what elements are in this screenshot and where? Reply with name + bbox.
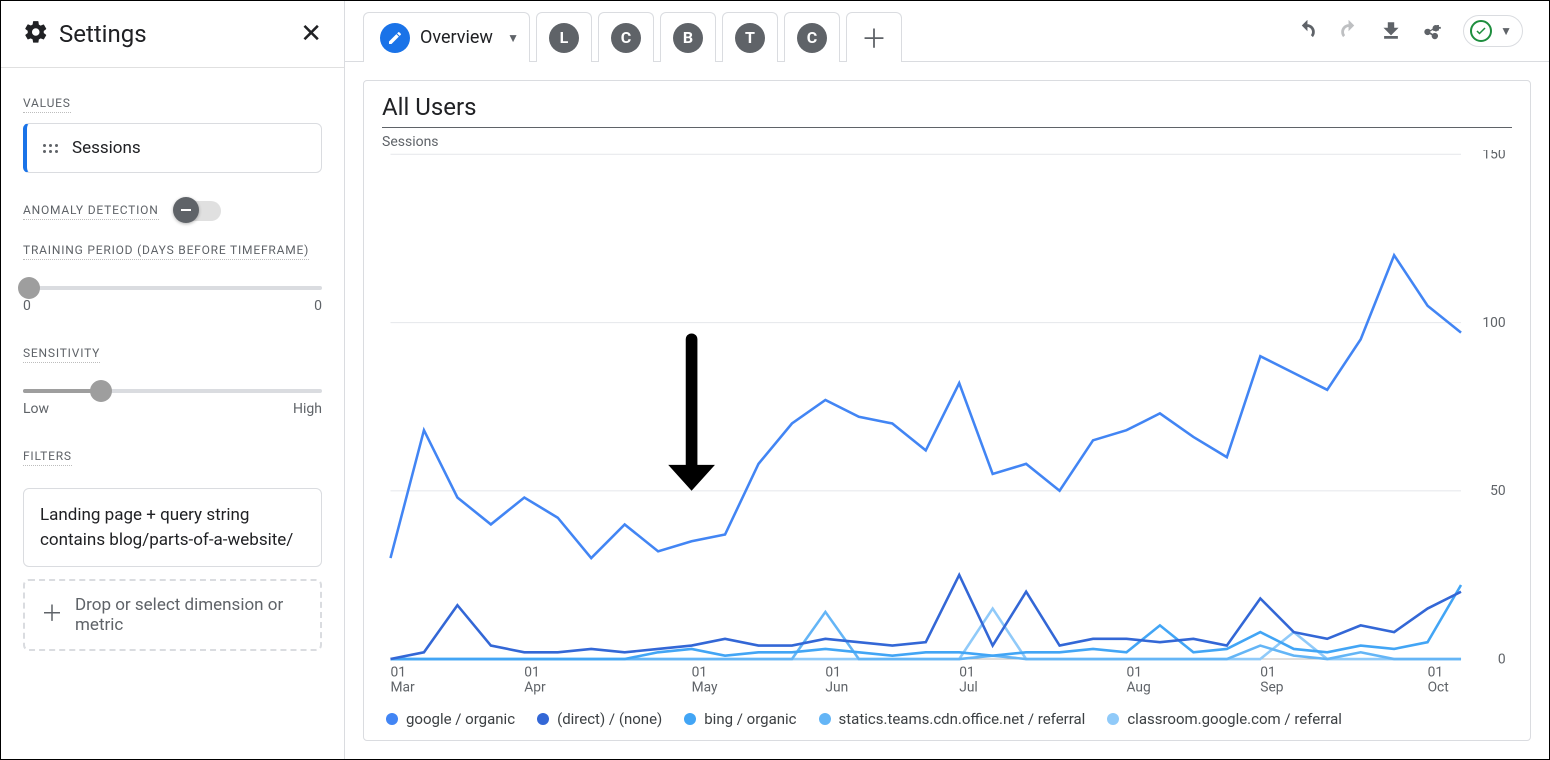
anomaly-heading: ANOMALY DETECTION: [23, 203, 159, 220]
sensitivity-low: Low: [23, 401, 49, 417]
chevron-down-icon[interactable]: ▼: [507, 31, 519, 45]
training-min: 0: [23, 298, 31, 314]
tab-letter-4[interactable]: C: [784, 12, 840, 62]
legend-label: bing / organic: [704, 710, 796, 728]
tab-letter-3[interactable]: T: [722, 12, 778, 62]
add-tab-button[interactable]: ＋: [846, 12, 902, 62]
filters-heading: FILTERS: [23, 449, 72, 466]
status-pill[interactable]: ▼: [1463, 15, 1523, 47]
filter-text: Landing page + query string contains blo…: [40, 505, 293, 550]
svg-text:May: May: [692, 679, 718, 695]
plus-icon: ＋: [861, 19, 887, 56]
gear-icon: [23, 19, 49, 49]
training-slider[interactable]: 0 0: [23, 286, 322, 314]
main-area: Overview ▼ L C B T C ＋ ▼ All Users Sessions: [345, 1, 1549, 759]
training-heading: TRAINING PERIOD (DAYS BEFORE TIMEFRAME): [23, 243, 309, 260]
chart-card: All Users Sessions 05010015001Mar01Apr01…: [363, 80, 1531, 741]
svg-text:01: 01: [1126, 664, 1142, 680]
settings-header: Settings ✕: [1, 1, 344, 68]
legend-label: classroom.google.com / referral: [1127, 710, 1342, 728]
svg-text:01: 01: [692, 664, 708, 680]
sensitivity-heading: SENSITIVITY: [23, 346, 100, 363]
anomaly-toggle[interactable]: [175, 201, 221, 221]
legend-item[interactable]: (direct) / (none): [537, 710, 662, 728]
drag-handle-icon[interactable]: [43, 144, 58, 153]
legend-label: statics.teams.cdn.office.net / referral: [839, 710, 1086, 728]
svg-text:01: 01: [524, 664, 540, 680]
legend-swatch: [386, 713, 398, 725]
drop-filter-text: Drop or select dimension or metric: [75, 595, 304, 635]
legend-swatch: [1107, 713, 1119, 725]
filter-card[interactable]: Landing page + query string contains blo…: [23, 488, 322, 567]
close-icon[interactable]: ✕: [300, 21, 322, 47]
pencil-icon: [380, 23, 410, 53]
svg-text:Apr: Apr: [524, 679, 546, 695]
tab-letter-0[interactable]: L: [536, 12, 592, 62]
sensitivity-slider[interactable]: Low High: [23, 389, 322, 417]
legend-swatch: [684, 713, 696, 725]
svg-text:Oct: Oct: [1428, 679, 1450, 695]
value-chip-sessions[interactable]: Sessions: [23, 123, 322, 173]
tab-letter-icon: C: [797, 23, 827, 53]
toolbar-actions: ▼: [1295, 11, 1531, 61]
tab-overview-label: Overview: [420, 27, 493, 48]
tab-letter-icon: C: [611, 23, 641, 53]
chart-metric-label: Sessions: [382, 128, 1512, 150]
legend-item[interactable]: classroom.google.com / referral: [1107, 710, 1342, 728]
settings-title: Settings: [59, 20, 290, 48]
legend-label: (direct) / (none): [557, 710, 662, 728]
svg-text:Sep: Sep: [1260, 679, 1283, 695]
legend-item[interactable]: statics.teams.cdn.office.net / referral: [819, 710, 1086, 728]
svg-text:50: 50: [1490, 483, 1506, 499]
tab-letter-1[interactable]: C: [598, 12, 654, 62]
svg-text:01: 01: [959, 664, 975, 680]
download-button[interactable]: [1379, 19, 1403, 43]
tab-letter-2[interactable]: B: [660, 12, 716, 62]
chart-legend: google / organic (direct) / (none) bing / …: [382, 700, 1512, 728]
svg-text:01: 01: [1260, 664, 1276, 680]
drop-filter-card[interactable]: ＋ Drop or select dimension or metric: [23, 579, 322, 651]
tab-letter-icon: B: [673, 23, 703, 53]
svg-text:01: 01: [390, 664, 406, 680]
svg-text:Aug: Aug: [1126, 679, 1150, 695]
chart-title: All Users: [382, 89, 1512, 128]
legend-label: google / organic: [406, 710, 515, 728]
tab-overview[interactable]: Overview ▼: [363, 12, 530, 62]
tab-letter-icon: T: [735, 23, 765, 53]
svg-text:Mar: Mar: [390, 679, 415, 695]
plus-icon: ＋: [41, 604, 63, 626]
svg-text:01: 01: [825, 664, 841, 680]
check-icon: [1470, 20, 1492, 42]
line-chart: 05010015001Mar01Apr01May01Jun01Jul01Aug0…: [382, 150, 1512, 700]
svg-text:Jun: Jun: [825, 679, 848, 695]
svg-text:100: 100: [1482, 315, 1505, 331]
settings-panel: Settings ✕ VALUES Sessions ANOMALY DETEC…: [1, 1, 345, 759]
svg-text:0: 0: [1498, 651, 1506, 667]
legend-swatch: [537, 713, 549, 725]
value-chip-label: Sessions: [72, 138, 141, 158]
legend-swatch: [819, 713, 831, 725]
chevron-down-icon: ▼: [1500, 24, 1512, 38]
chart-area[interactable]: 05010015001Mar01Apr01May01Jun01Jul01Aug0…: [382, 150, 1512, 700]
share-button[interactable]: [1421, 19, 1445, 43]
toolbar: Overview ▼ L C B T C ＋ ▼: [345, 1, 1549, 62]
settings-body: VALUES Sessions ANOMALY DETECTION TRAINI…: [1, 68, 344, 759]
redo-button: [1337, 19, 1361, 43]
svg-text:01: 01: [1428, 664, 1444, 680]
legend-item[interactable]: google / organic: [386, 710, 515, 728]
values-heading: VALUES: [23, 96, 71, 113]
tab-letter-icon: L: [549, 23, 579, 53]
sensitivity-high: High: [293, 401, 322, 417]
training-max: 0: [314, 298, 322, 314]
svg-text:Jul: Jul: [959, 679, 978, 695]
svg-text:150: 150: [1482, 150, 1505, 163]
legend-item[interactable]: bing / organic: [684, 710, 796, 728]
undo-button[interactable]: [1295, 19, 1319, 43]
